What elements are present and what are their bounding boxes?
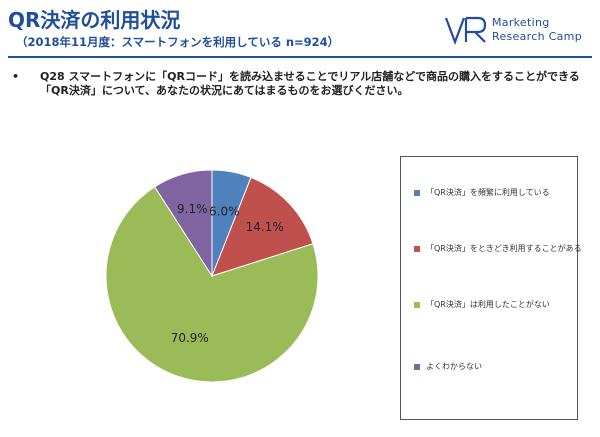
question-bullet: • [12,70,20,83]
pie-slice-label: 9.1% [177,202,208,216]
pie-slice [105,186,319,383]
logo-mark-icon [444,16,487,46]
legend-swatch [414,245,420,252]
legend-label: 「QR決済」を頻繁に利用している [426,188,550,197]
pie-slice-label: 6.0% [209,204,240,218]
pie-slice-label: 14.1% [246,220,284,234]
page-title: QR決済の利用状況 [8,8,181,32]
question-text: Q28 スマートフォンに「QRコード」を読み込ませることでリアル店舗などで商品の… [40,70,580,97]
legend-item: 「QR決済」をときどき利用することがある [414,243,582,254]
logo-line-2: Research Camp [492,30,582,43]
legend-swatch [414,189,420,196]
legend-label: 「QR決済」は利用したことがない [426,300,550,309]
page-subtitle: （2018年11月度：スマートフォンを利用している n=924） [16,35,340,49]
pie-slices [105,169,319,383]
pie-slice-label: 70.9% [171,331,209,345]
logo-line-1: Marketing [492,16,550,29]
pie-slice [154,169,213,278]
legend-label: 「QR決済」をときどき利用することがある [426,244,582,253]
legend-item: よくわからない [414,361,482,372]
chart-legend: 「QR決済」を頻繁に利用している「QR決済」をときどき利用することがある 「QR決… [400,156,582,420]
legend-label: よくわからない [426,362,482,371]
brand-logo: Marketing Research Camp [442,14,594,50]
title-divider [8,56,592,58]
legend-swatch [414,363,420,370]
legend-swatch [414,301,420,308]
legend-item: 「QR決済」を頻繁に利用している [414,187,550,198]
legend-item: 「QR決済」は利用したことがない [414,299,550,310]
pie-labels: 6.0% 14.1% 70.9% 9.1% [171,202,284,345]
logo-text: Marketing Research Camp [492,16,582,44]
